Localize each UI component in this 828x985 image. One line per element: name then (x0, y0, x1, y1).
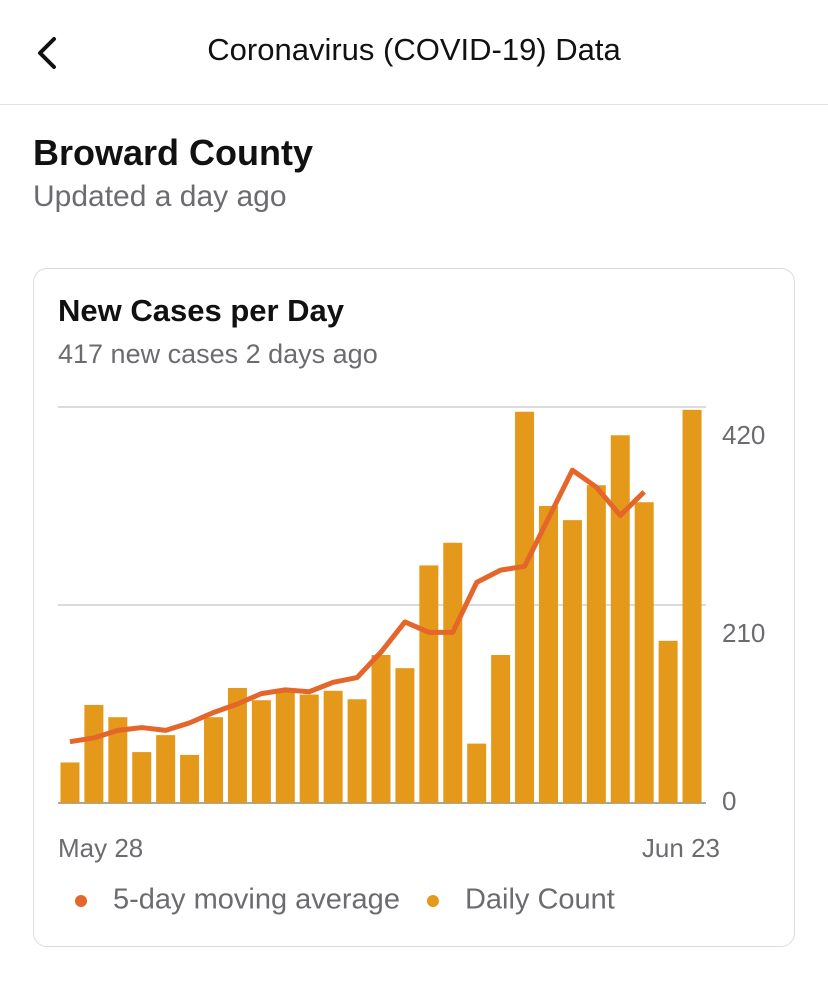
legend-marker (75, 895, 87, 907)
bar (562, 520, 582, 803)
y-tick-label: 210 (722, 618, 765, 648)
bar (538, 506, 558, 803)
bar (515, 411, 535, 803)
legend-marker (426, 895, 439, 907)
line (69, 467, 646, 745)
bar (299, 694, 319, 803)
bar (251, 700, 271, 803)
bar (60, 762, 80, 803)
location-name: Broward County (33, 132, 314, 173)
y-tick-label: 420 (722, 420, 765, 450)
bar (467, 743, 487, 803)
bar (227, 687, 247, 803)
chart-subtitle: 417 new cases 2 days ago (58, 339, 378, 369)
back-button[interactable] (34, 36, 60, 70)
bar (204, 717, 224, 803)
bar (323, 690, 343, 803)
bar (491, 654, 511, 803)
header-title: Coronavirus (COVID-19) Data (207, 32, 621, 67)
bar (132, 752, 152, 803)
x-tick-label: May 28 (58, 833, 143, 863)
chart-card: New Cases per Day 417 new cases 2 days a… (33, 268, 795, 947)
bar (419, 565, 439, 803)
bar (275, 691, 295, 803)
bar (156, 735, 176, 803)
bar (395, 668, 415, 803)
y-tick-label: 0 (722, 786, 736, 816)
bar (347, 699, 367, 803)
bar (371, 654, 391, 803)
bar (108, 717, 128, 803)
bar (586, 485, 606, 803)
bar (658, 640, 678, 803)
bar (84, 704, 104, 803)
bar (180, 754, 200, 803)
bar (610, 435, 630, 803)
legend-label: 5-day moving average (113, 884, 400, 916)
x-tick-label: Jun 23 (642, 833, 720, 863)
header: Coronavirus (COVID-19) Data (0, 0, 828, 105)
chart-title: New Cases per Day (58, 293, 345, 328)
bar (634, 502, 654, 803)
bar (682, 409, 702, 803)
legend-label: Daily Count (465, 884, 615, 916)
bar (443, 542, 463, 803)
updated-text: Updated a day ago (33, 180, 287, 213)
